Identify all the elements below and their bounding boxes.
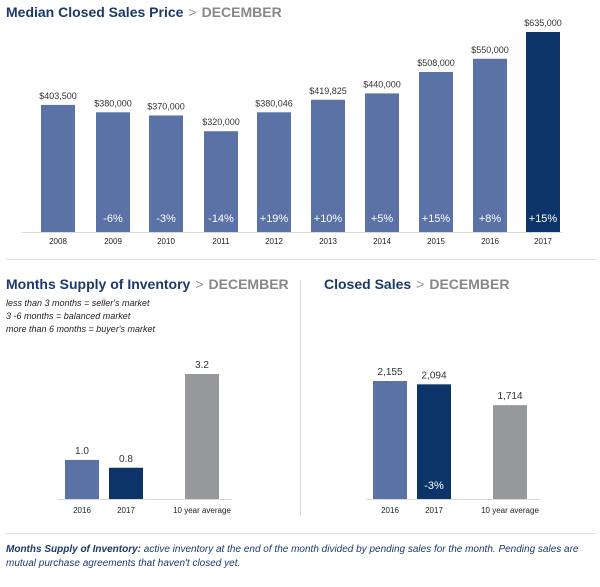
median-price-category-label: 2010	[157, 237, 175, 246]
median-price-bar	[41, 104, 75, 232]
median-price-bar	[149, 115, 183, 232]
closed-sales-title: Closed Sales > DECEMBER	[324, 276, 509, 292]
inventory-category-label: 2016	[73, 506, 91, 515]
inventory-bar	[65, 459, 99, 499]
closed-sales-bar	[493, 405, 527, 499]
title-separator: >	[188, 4, 197, 20]
median-price-change-label: +15%	[529, 213, 558, 225]
median-price-change-label: +15%	[422, 213, 451, 225]
median-price-bar	[365, 93, 399, 232]
median-price-change-label: -6%	[103, 213, 123, 225]
median-price-category-label: 2012	[265, 237, 283, 246]
median-price-change-label: +10%	[314, 213, 343, 225]
closed-sales-value-label: 2,094	[421, 370, 446, 381]
note-balanced-market: 3 -6 months = balanced market	[6, 311, 131, 321]
closed-sales-bar	[417, 384, 451, 499]
closed-sales-title-text: Closed Sales	[324, 276, 412, 292]
median-price-value-label: $635,000	[524, 18, 562, 28]
median-price-category-label: 2014	[373, 237, 391, 246]
median-price-value-label: $380,000	[94, 98, 132, 108]
closed-sales-category-label: 10 year average	[481, 506, 539, 515]
inventory-title-text: Months Supply of Inventory	[6, 276, 191, 292]
inventory-bar	[109, 467, 143, 499]
inventory-title: Months Supply of Inventory > DECEMBER	[6, 276, 289, 292]
inventory-value-label: 1.0	[75, 446, 89, 457]
inventory-category-label: 10 year average	[173, 506, 231, 515]
median-price-value-label: $380,046	[255, 98, 293, 108]
title-separator: >	[416, 276, 425, 292]
median-price-month: DECEMBER	[201, 4, 282, 20]
closed-sales-value-label: 2,155	[377, 367, 402, 378]
closed-sales-category-label: 2016	[381, 506, 399, 515]
median-price-category-label: 2009	[104, 237, 122, 246]
median-price-value-label: $370,000	[147, 101, 185, 111]
median-price-category-label: 2017	[534, 237, 552, 246]
median-price-bar	[204, 131, 238, 232]
closed-sales-month: DECEMBER	[429, 276, 510, 292]
inventory-value-label: 3.2	[195, 360, 209, 371]
median-price-category-label: 2016	[481, 237, 499, 246]
median-price-value-label: $419,825	[309, 86, 347, 96]
median-price-bar	[311, 99, 345, 232]
inventory-month: DECEMBER	[208, 276, 289, 292]
median-price-title-text: Median Closed Sales Price	[6, 4, 184, 20]
median-price-title: Median Closed Sales Price > DECEMBER	[6, 4, 282, 20]
title-separator: >	[195, 276, 204, 292]
median-price-change-label: +19%	[260, 213, 289, 225]
closed-sales-change-label: -3%	[424, 480, 444, 492]
inventory-notes: less than 3 months = seller's market 3 -…	[6, 297, 155, 336]
note-buyers-market: more than 6 months = buyer's market	[6, 324, 156, 334]
median-price-category-label: 2015	[427, 237, 445, 246]
median-price-category-label: 2013	[319, 237, 337, 246]
median-price-change-label: -3%	[156, 213, 176, 225]
footer-term: Months Supply of Inventory:	[6, 544, 141, 555]
footer-definition: Months Supply of Inventory: active inven…	[6, 543, 596, 571]
inventory-bar	[185, 374, 219, 499]
note-sellers-market: less than 3 months = seller's market	[6, 298, 150, 308]
closed-sales-value-label: 1,714	[497, 391, 522, 402]
column-divider	[300, 280, 301, 516]
footer-text: active inventory at the end of the month…	[6, 544, 579, 569]
median-price-change-label: -14%	[208, 213, 234, 225]
median-price-value-label: $440,000	[363, 79, 401, 89]
median-price-bar	[473, 58, 507, 232]
median-price-bar	[419, 72, 453, 232]
median-price-value-label: $550,000	[471, 45, 509, 55]
median-price-bar	[526, 32, 560, 232]
footer-divider	[6, 533, 596, 534]
median-price-change-label: +5%	[371, 213, 394, 225]
median-price-change-label: +8%	[479, 213, 502, 225]
median-price-value-label: $403,500	[39, 91, 77, 101]
median-price-value-label: $508,000	[417, 58, 455, 68]
inventory-category-label: 2017	[117, 506, 135, 515]
closed-sales-category-label: 2017	[425, 506, 443, 515]
median-price-bar	[257, 112, 291, 232]
median-price-value-label: $320,000	[202, 117, 240, 127]
median-price-category-label: 2008	[49, 237, 67, 246]
closed-sales-bar	[373, 381, 407, 499]
median-price-category-label: 2011	[212, 237, 230, 246]
inventory-value-label: 0.8	[119, 454, 133, 465]
section-divider	[6, 259, 596, 260]
median-price-bar	[96, 112, 130, 232]
